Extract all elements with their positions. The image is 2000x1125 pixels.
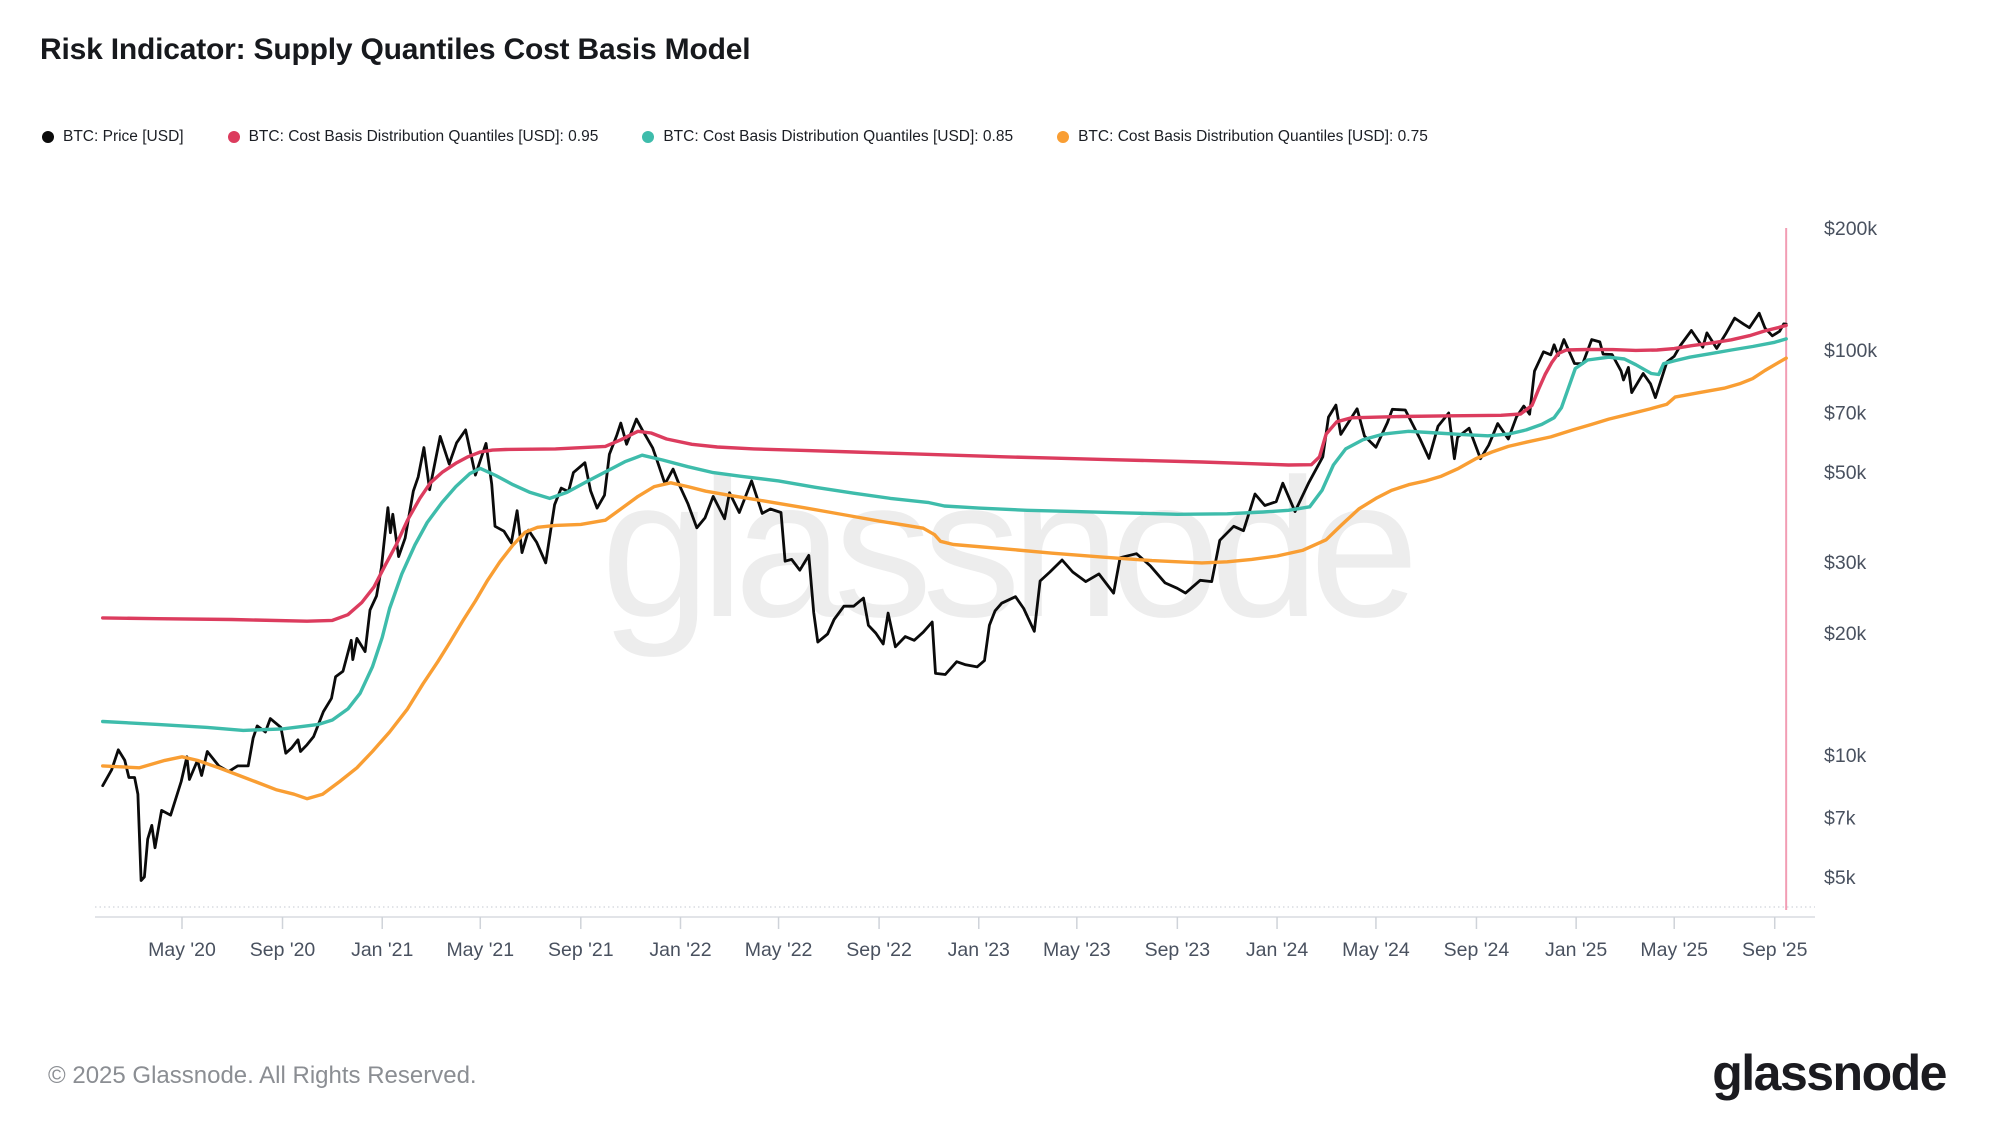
legend-dot-icon: [1057, 131, 1070, 143]
series-line-1: [101, 323, 1788, 623]
legend-item-2[interactable]: BTC: Cost Basis Distribution Quantiles […: [642, 128, 1013, 146]
y-tick-label-1: $100k: [1824, 340, 1877, 362]
legend-item-0[interactable]: BTC: Price [USD]: [42, 128, 184, 146]
x-tick-label-1: Sep '20: [250, 939, 316, 961]
x-tick-label-8: Jan '23: [948, 939, 1010, 961]
y-tick-label-5: $20k: [1824, 623, 1867, 645]
legend-label: BTC: Cost Basis Distribution Quantiles […: [1078, 128, 1428, 145]
x-tick-label-3: May '21: [446, 939, 514, 961]
x-tick-label-7: Sep '22: [846, 939, 912, 961]
page-title: Risk Indicator: Supply Quantiles Cost Ba…: [40, 33, 751, 66]
legend-dot-icon: [42, 131, 54, 143]
x-tick-label-13: Sep '24: [1444, 939, 1510, 961]
legend-label: BTC: Price [USD]: [63, 128, 184, 145]
legend-dot-icon: [227, 131, 240, 143]
y-tick-label-3: $50k: [1824, 462, 1867, 484]
x-tick-label-16: Sep '25: [1742, 939, 1808, 961]
legend-dot-icon: [642, 131, 655, 143]
chart-legend: BTC: Price [USD] BTC: Cost Basis Distribu…: [42, 128, 1428, 146]
series-line-0: [101, 311, 1788, 882]
x-tick-label-0: May '20: [148, 939, 216, 961]
x-tick-label-6: May '22: [745, 939, 813, 961]
x-tick-label-4: Sep '21: [548, 939, 614, 961]
y-tick-label-8: $5k: [1824, 867, 1856, 889]
glassnode-logo: glassnode: [1712, 1045, 1947, 1101]
y-tick-label-2: $70k: [1824, 403, 1867, 425]
series-line-2: [101, 337, 1788, 733]
x-tick-label-11: Jan '24: [1246, 939, 1308, 961]
legend-label: BTC: Cost Basis Distribution Quantiles […: [663, 128, 1014, 145]
legend-item-1[interactable]: BTC: Cost Basis Distribution Quantiles […: [227, 128, 599, 146]
legend-label: BTC: Cost Basis Distribution Quantiles […: [248, 128, 599, 145]
copyright-text: © 2025 Glassnode. All Rights Reserved.: [48, 1062, 477, 1089]
y-tick-label-0: $200k: [1824, 218, 1877, 240]
x-tick-label-9: May '23: [1043, 939, 1111, 961]
x-tick-label-15: May '25: [1640, 939, 1708, 961]
x-tick-label-5: Jan '22: [649, 939, 711, 961]
series-line-3: [101, 356, 1788, 801]
y-tick-label-7: $7k: [1824, 808, 1856, 830]
x-tick-label-2: Jan '21: [351, 939, 413, 961]
x-tick-label-12: May '24: [1342, 939, 1410, 961]
legend-item-3[interactable]: BTC: Cost Basis Distribution Quantiles […: [1057, 128, 1428, 146]
y-tick-label-4: $30k: [1824, 552, 1867, 574]
y-tick-label-6: $10k: [1824, 745, 1867, 767]
x-tick-label-14: Jan '25: [1545, 939, 1607, 961]
x-tick-label-10: Sep '23: [1145, 939, 1211, 961]
